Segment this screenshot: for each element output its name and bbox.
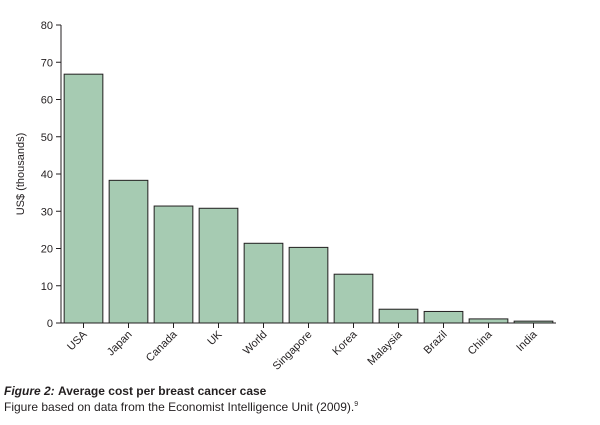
caption-title-line: Figure 2: Average cost per breast cancer… (4, 383, 596, 399)
y-tick-label: 0 (47, 318, 53, 330)
caption-title: Average cost per breast cancer case (58, 384, 267, 398)
x-tick-label: Malaysia (365, 328, 405, 368)
bar-canada (153, 205, 194, 324)
x-tick-label: USA (65, 328, 90, 353)
x-tick-label: China (466, 328, 495, 357)
x-tick-label: World (241, 329, 270, 358)
y-tick-label: 70 (41, 57, 53, 69)
caption-label: Figure 2: (4, 384, 55, 398)
bar-uk (198, 207, 239, 324)
caption-note-line: Figure based on data from the Economist … (4, 399, 596, 415)
bar-japan (108, 179, 149, 324)
y-axis: 0 10 20 30 40 50 60 70 80 (41, 20, 62, 330)
bar-world (243, 242, 284, 324)
bar-malaysia (378, 308, 419, 324)
caption-reference: 9 (354, 401, 359, 408)
x-tick-label: Brazil (422, 329, 450, 357)
bar-usa (63, 73, 104, 324)
x-tick-label: Canada (144, 328, 180, 364)
y-tick-label: 80 (41, 20, 53, 32)
x-axis: USA Japan Canada UK World Singapore Korea Malay… (61, 322, 556, 373)
bar-singapore (288, 246, 329, 324)
y-tick-label: 20 (41, 244, 53, 256)
bar-brazil (423, 310, 464, 324)
bar-korea (333, 273, 374, 324)
x-tick-label: Japan (105, 329, 135, 359)
bars (63, 73, 554, 324)
x-tick-label: UK (205, 328, 225, 348)
x-tick-label: India (514, 328, 540, 354)
y-tick-label: 60 (41, 95, 53, 107)
y-axis-title: US$ (thousands) (15, 133, 27, 216)
y-tick-label: 30 (41, 206, 53, 218)
bar-china (468, 318, 509, 324)
x-tick-label: Korea (330, 328, 360, 358)
y-tick-label: 40 (41, 169, 53, 181)
bar-chart: 0 10 20 30 40 50 60 70 80 USA Japan Canada UK World S… (15, 20, 556, 373)
figure-caption: Figure 2: Average cost per breast cancer… (4, 383, 596, 415)
x-tick-label: Singapore (271, 329, 315, 373)
caption-note: Figure based on data from the Economist … (4, 400, 355, 414)
y-tick-label: 10 (41, 281, 53, 293)
y-tick-label: 50 (41, 132, 53, 144)
